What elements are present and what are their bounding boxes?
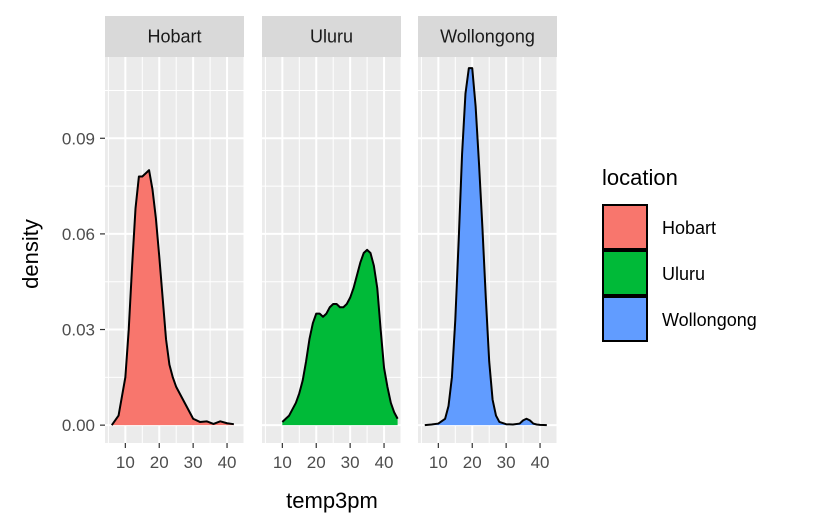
facet-strip-label: Uluru	[310, 27, 353, 47]
density-area-uluru	[282, 249, 398, 426]
x-tick-label: 40	[375, 453, 394, 472]
legend-label-hobart: Hobart	[662, 218, 716, 238]
x-tick-label: 30	[184, 453, 203, 472]
density-line-hobart	[110, 169, 234, 426]
facet-panel-hobart: Hobart 10 20 30 40	[105, 16, 245, 472]
facet-strip	[105, 16, 244, 57]
density-area-hobart	[111, 170, 234, 426]
x-tick-label: 40	[218, 453, 237, 472]
x-tick-label: 30	[341, 453, 360, 472]
legend-label-wollongong: Wollongong	[662, 310, 757, 330]
legend-title: location	[602, 165, 678, 190]
facet-panel-uluru: Uluru 10 20 30 40	[262, 16, 402, 472]
x-tick-label: 30	[497, 453, 516, 472]
y-tick-label: 0.06	[62, 225, 95, 244]
y-tick-label: 0.09	[62, 129, 95, 148]
y-axis-title: density	[18, 219, 43, 289]
facet-strip	[418, 16, 557, 57]
x-axis-title: temp3pm	[286, 488, 378, 513]
x-tick-label: 20	[463, 453, 482, 472]
x-tick-label: 10	[273, 453, 292, 472]
facet-strip-label: Wollongong	[440, 27, 535, 47]
density-line-wollongong	[424, 67, 547, 427]
facet-strip-label: Hobart	[147, 27, 201, 47]
x-tick-label: 10	[116, 453, 135, 472]
y-axis: 0.00 0.03 0.06 0.09	[62, 129, 105, 435]
facet-panels: Hobart 10 20 30 40 Uluru 10 20 30 40 Wollongong 10 2…	[105, 16, 558, 472]
y-tick-label: 0.03	[62, 321, 95, 340]
legend-key-hobart	[602, 204, 648, 250]
legend-key-wollongong	[602, 296, 648, 342]
facet-strip	[262, 16, 401, 57]
legend: location Hobart Uluru Wollongong	[602, 165, 757, 342]
x-tick-label: 10	[429, 453, 448, 472]
density-line-uluru	[281, 248, 399, 423]
x-tick-label: 20	[307, 453, 326, 472]
facet-panel-wollongong: Wollongong 10 20 30 40	[418, 16, 558, 472]
y-tick-label: 0.00	[62, 416, 95, 435]
legend-label-uluru: Uluru	[662, 264, 705, 284]
x-tick-label: 40	[531, 453, 550, 472]
x-tick-label: 20	[150, 453, 169, 472]
legend-key-uluru	[602, 250, 648, 296]
